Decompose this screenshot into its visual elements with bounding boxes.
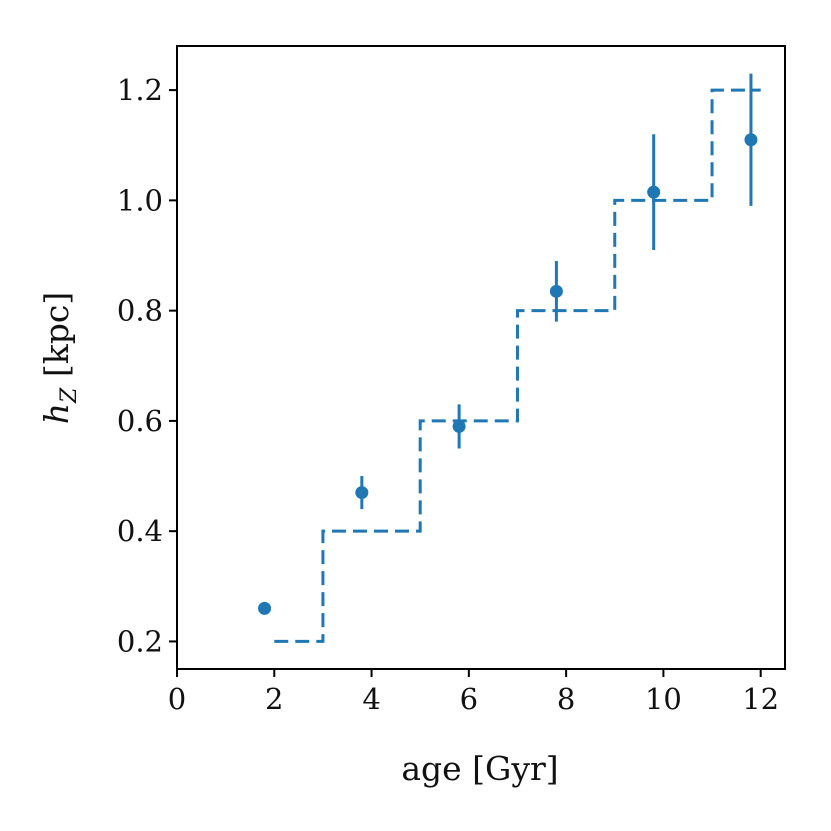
data-point xyxy=(452,419,466,433)
y-axis-label: hZ [kpc] xyxy=(37,292,82,424)
y-tick-label: 1.0 xyxy=(117,183,163,217)
plot-frame xyxy=(176,45,786,670)
data-point xyxy=(355,486,369,500)
x-axis-label: age [Gyr] xyxy=(401,749,558,788)
y-axis-label-unit: [kpc] xyxy=(37,292,76,388)
x-tick-label: 12 xyxy=(742,682,779,716)
y-tick-label: 0.6 xyxy=(117,404,163,438)
data-point xyxy=(549,284,563,298)
data-point xyxy=(744,133,758,147)
plot-layer xyxy=(258,73,761,643)
y-tick-label: 0.2 xyxy=(117,624,163,658)
x-tick-label: 4 xyxy=(362,682,380,716)
x-tick-label: 2 xyxy=(265,682,283,716)
x-tick-label: 0 xyxy=(168,682,186,716)
data-point xyxy=(647,185,661,199)
y-axis-label-var: h xyxy=(37,403,76,424)
x-tick-label: 8 xyxy=(557,682,575,716)
data-point xyxy=(258,601,272,615)
y-axis-label-subscript: Z xyxy=(57,387,82,404)
y-tick-label: 0.8 xyxy=(117,294,163,328)
step-function-line xyxy=(274,88,761,643)
x-tick-label: 6 xyxy=(460,682,478,716)
y-tick-label: 0.4 xyxy=(117,514,163,548)
y-tick-label: 1.2 xyxy=(117,73,163,107)
axes-layer: 0 2 4 6 8 10 12 0.2 0.4 0.6 0.8 1.0 1.2 xyxy=(117,73,779,716)
x-tick-label: 10 xyxy=(645,682,682,716)
